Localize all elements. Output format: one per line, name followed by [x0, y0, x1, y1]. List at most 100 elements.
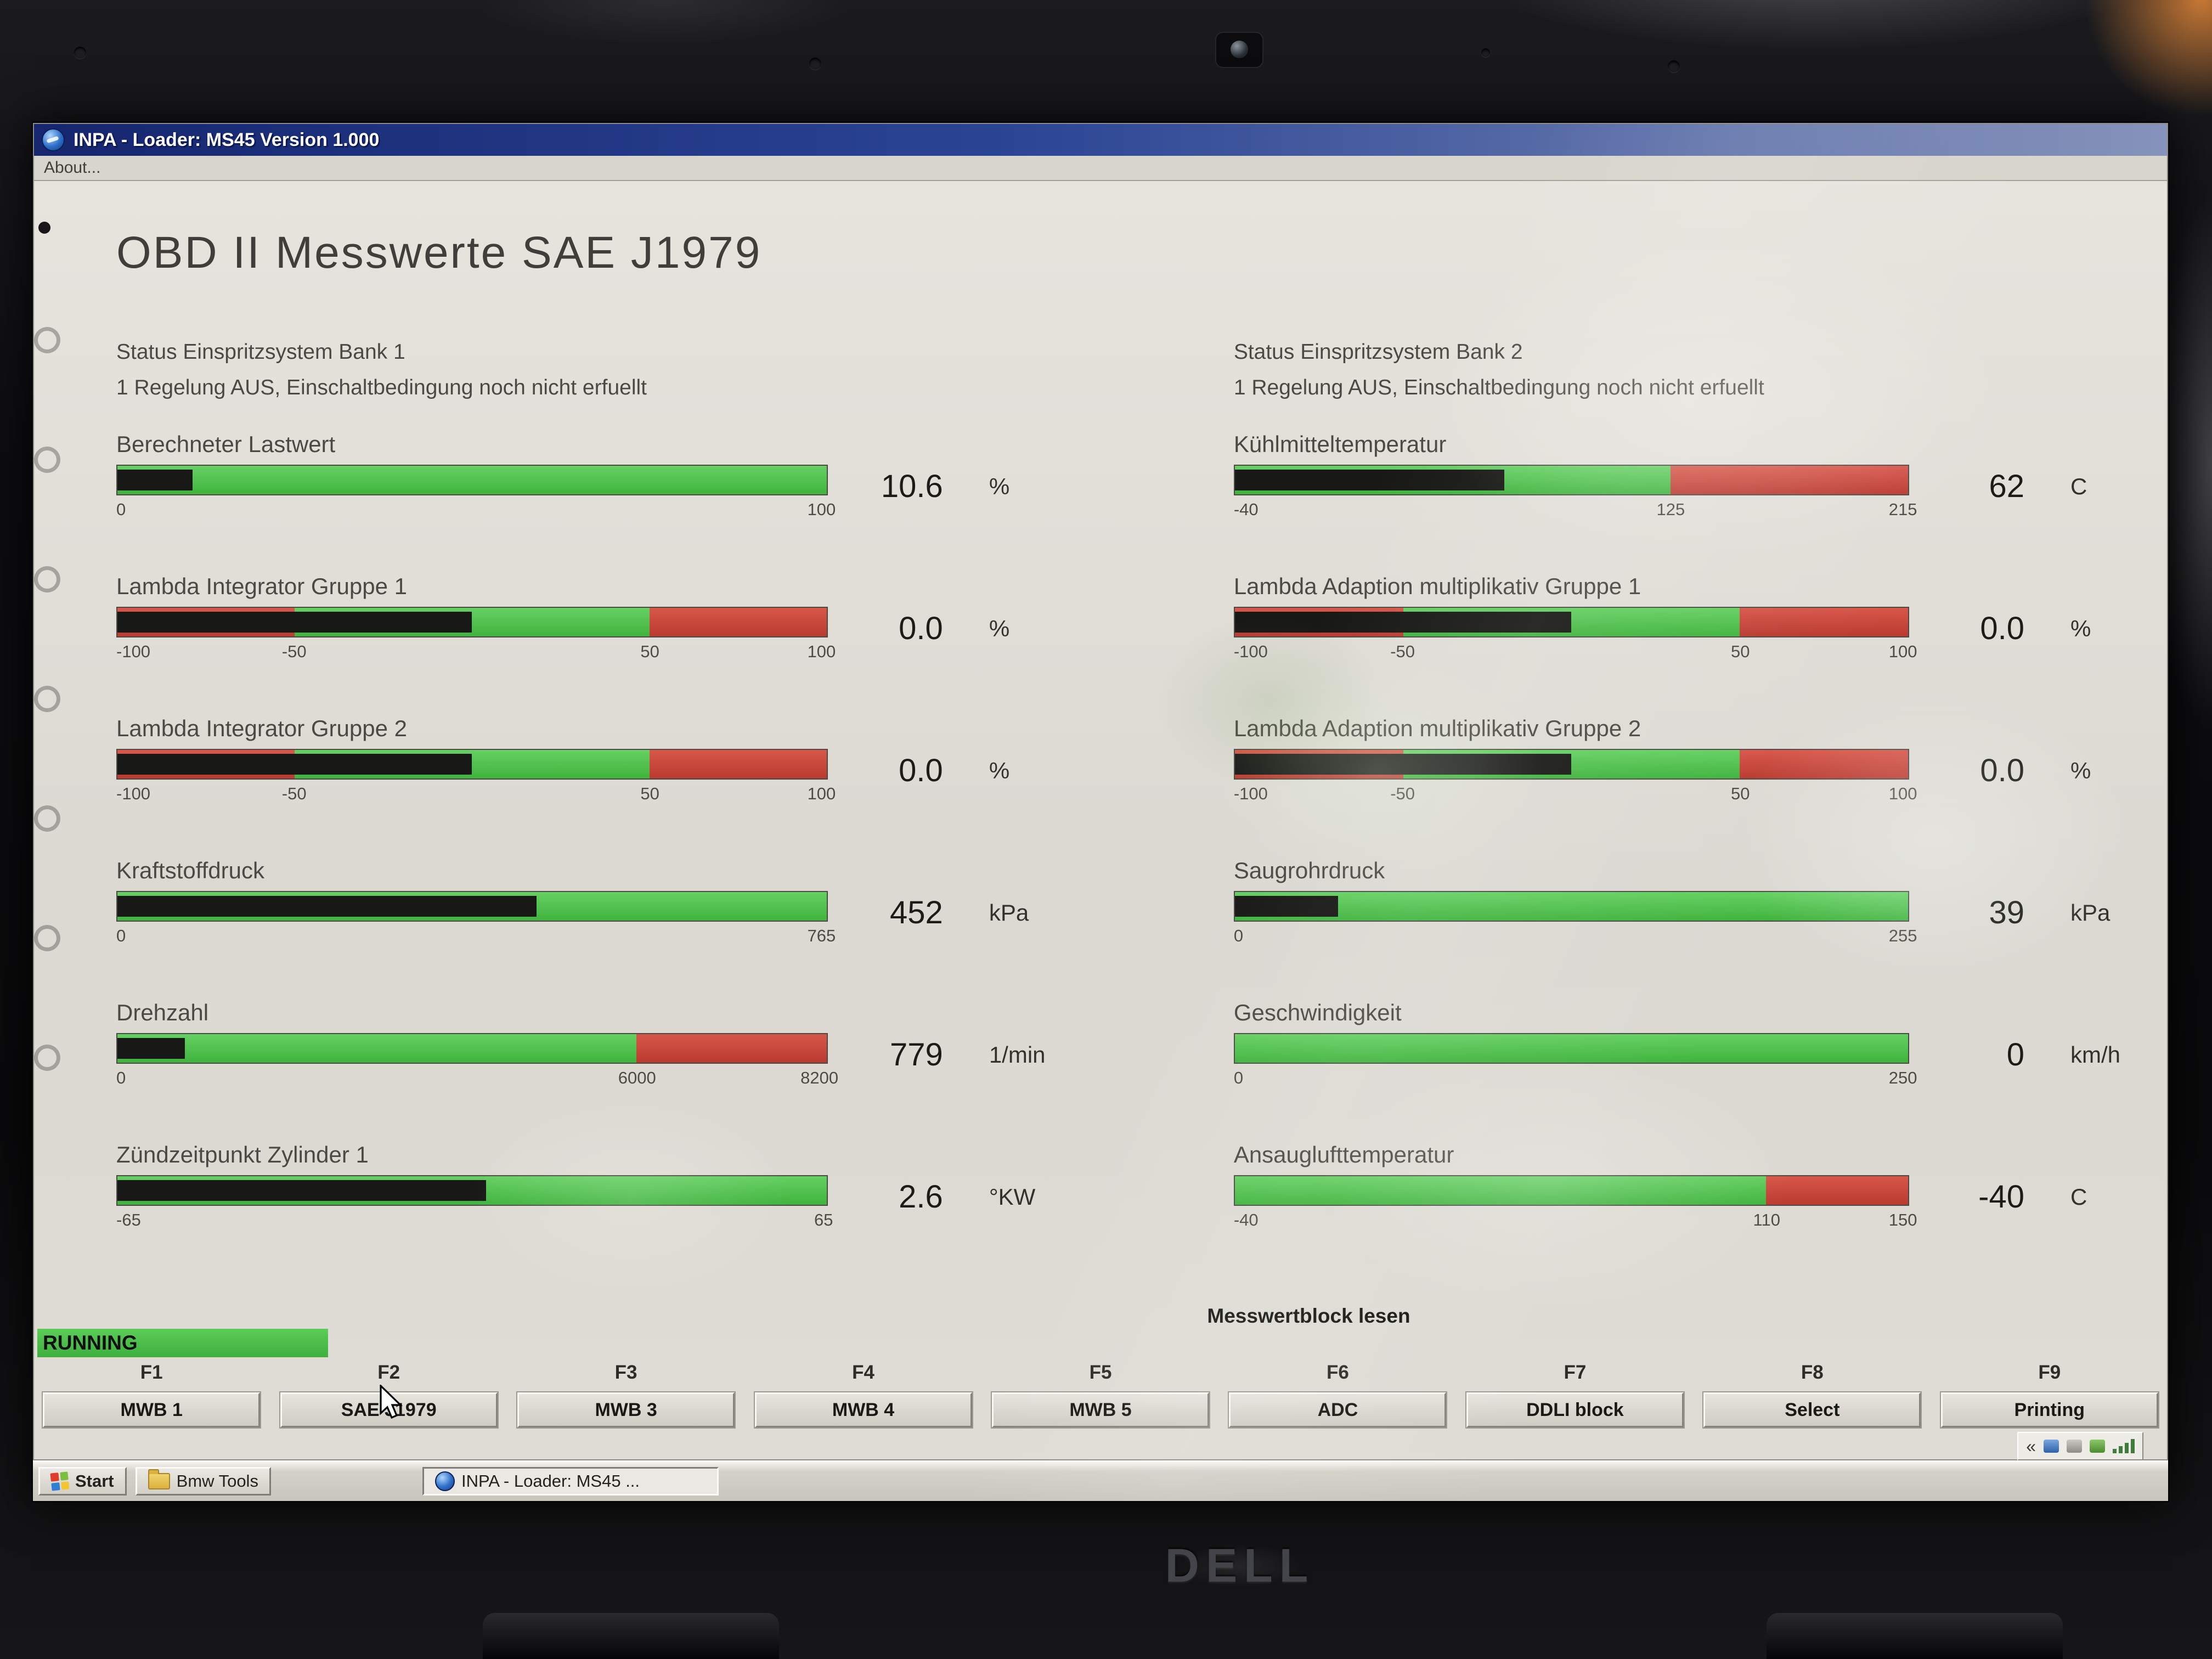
- gauge-row: Geschwindigkeit 0 km/h 0 250: [1233, 1000, 2134, 1087]
- device-tray-icon[interactable]: [2067, 1440, 2082, 1453]
- fkey-label: F3: [614, 1362, 637, 1383]
- tray-chevron-icon[interactable]: «: [2026, 1436, 2036, 1456]
- status-bank2: Status Einspritzsystem Bank 2 1 Regelung…: [1234, 341, 2134, 398]
- gauge-zone-red: [649, 750, 827, 778]
- gauge-unit: kPa: [2070, 900, 2111, 926]
- fkey-button[interactable]: MWB 1: [43, 1392, 261, 1427]
- gauge-zone-red: [1670, 466, 1908, 494]
- gauge-label: Lambda Integrator Gruppe 1: [116, 573, 408, 599]
- gauge-tick: 0: [116, 926, 126, 945]
- windows-flag-icon: [50, 1471, 70, 1491]
- fkey-button[interactable]: SAE J1979: [280, 1392, 498, 1427]
- gauge-tick: 255: [1888, 926, 1917, 945]
- function-key-area: Messwertblock lesen RUNNING F1 MWB 1 F2 …: [34, 1305, 2167, 1459]
- gauge-tick: 0: [116, 500, 126, 519]
- fkey-button[interactable]: Printing: [1940, 1392, 2158, 1427]
- gauge-bar: [116, 1175, 828, 1206]
- gauge-row: Zündzeitpunkt Zylinder 1 2.6 °KW -65 65: [116, 1142, 1053, 1229]
- window-titlebar[interactable]: INPA - Loader: MS45 Version 1.000: [34, 124, 2167, 156]
- display-tray-icon[interactable]: [2044, 1440, 2059, 1453]
- fkey-cell: F1 MWB 1: [38, 1362, 264, 1427]
- gauge-tick: 100: [1888, 784, 1917, 803]
- gauge-label: Lambda Adaption multiplikativ Gruppe 2: [1233, 715, 1641, 741]
- gauge-row: Kühlmitteltemperatur 62 C -40 125 215: [1233, 431, 2134, 519]
- gauge-ticks: -100 -50 50 100: [116, 780, 836, 803]
- signal-bars-icon[interactable]: [2113, 1439, 2135, 1453]
- gauge-bar: [1233, 607, 1909, 637]
- gauge-unit: %: [989, 758, 1010, 783]
- fkey-cell: F8 Select: [1699, 1362, 1925, 1427]
- gauge-label: Drehzahl: [116, 1000, 209, 1025]
- start-button[interactable]: Start: [38, 1467, 127, 1496]
- bezel-screw: [809, 58, 821, 70]
- gauge-body: 0.0 % -100 -50 50 100: [116, 607, 1053, 661]
- gauge-value: 452: [890, 895, 943, 930]
- gauge-tick: -100: [1233, 642, 1268, 661]
- gauge-tick: 0: [1233, 926, 1244, 945]
- window-title: INPA - Loader: MS45 Version 1.000: [74, 129, 380, 150]
- gauge-tick: 100: [807, 500, 836, 519]
- gauge-ticks: -100 -50 50 100: [1234, 780, 1917, 803]
- status-bank1-line2: 1 Regelung AUS, Einschaltbedingung noch …: [116, 376, 647, 399]
- gauge-tick: -50: [1390, 642, 1415, 661]
- status-bank2-line2: 1 Regelung AUS, Einschaltbedingung noch …: [1233, 376, 1764, 399]
- gauge-unit: %: [2070, 758, 2091, 783]
- menu-about[interactable]: About...: [44, 159, 101, 177]
- fkey-label: F4: [852, 1362, 874, 1383]
- gauge-ticks: -100 -50 50 100: [1233, 637, 1917, 661]
- inpa-task-button[interactable]: INPA - Loader: MS45 ...: [422, 1467, 719, 1496]
- gauge-label: Kühlmitteltemperatur: [1233, 431, 1447, 457]
- gauge-tick: 6000: [618, 1068, 656, 1087]
- gauge-unit: C: [2070, 1184, 2087, 1210]
- gauge-label: Kraftstoffdruck: [116, 857, 265, 883]
- fkey-button[interactable]: MWB 5: [992, 1392, 1209, 1427]
- gauge-zone-green: [1234, 1176, 1767, 1205]
- fkey-cell: F6 ADC: [1224, 1362, 1451, 1427]
- gauge-bar: [116, 1033, 828, 1064]
- gauge-tick: -65: [116, 1210, 141, 1229]
- gauge-value: 0: [2006, 1037, 2024, 1073]
- right-column: Status Einspritzsystem Bank 2 1 Regelung…: [1233, 341, 2134, 1284]
- gauge-bar: [1233, 1175, 1909, 1206]
- gauge-tick: 125: [1656, 500, 1685, 519]
- fkey-button[interactable]: Select: [1703, 1392, 1921, 1427]
- gauge-fill: [117, 612, 472, 633]
- gauge-tick: 110: [1753, 1210, 1780, 1229]
- gauge-tick: 50: [640, 642, 659, 661]
- gauge-row: Ansauglufttemperatur -40 C -40 110 150: [1233, 1142, 2134, 1229]
- fkey-cell: F4 MWB 4: [750, 1362, 976, 1427]
- fkey-button[interactable]: DDLI block: [1466, 1392, 1684, 1427]
- gauge-body: -40 C -40 110 150: [1233, 1175, 2134, 1229]
- gauge-unit: C: [2070, 473, 2087, 499]
- gauge-ticks: 0 765: [116, 922, 836, 945]
- gauge-value: -40: [1978, 1179, 2024, 1215]
- gauge-label: Lambda Adaption multiplikativ Gruppe 1: [1233, 573, 1641, 599]
- bmw-tools-button[interactable]: Bmw Tools: [135, 1467, 271, 1496]
- gauge-tick: 150: [1888, 1210, 1917, 1229]
- gauge-fill: [117, 1180, 487, 1201]
- gauge-bar: [116, 607, 828, 637]
- gauge-tick: 50: [1730, 784, 1750, 803]
- system-tray: «: [2017, 1432, 2143, 1460]
- gauge-value: 779: [890, 1037, 943, 1073]
- fkey-button[interactable]: ADC: [1229, 1392, 1447, 1427]
- gauge-unit: kPa: [989, 900, 1029, 926]
- gauge-value: 0.0: [899, 753, 943, 788]
- gauge-zone-green: [117, 1034, 637, 1063]
- fkey-button[interactable]: MWB 4: [754, 1392, 972, 1427]
- gauge-ticks: -100 -50 50 100: [116, 637, 836, 661]
- status-bank1-line1: Status Einspritzsystem Bank 1: [116, 340, 405, 364]
- fkey-button[interactable]: MWB 3: [517, 1392, 735, 1427]
- gauge-body: 0.0 % -100 -50 50 100: [1233, 749, 2134, 803]
- gauge-bar: [116, 749, 828, 780]
- fkey-label: F9: [2038, 1362, 2061, 1383]
- running-status-bar: RUNNING: [37, 1329, 328, 1357]
- left-gauge-list: Berechneter Lastwert 10.6 % 0 100 Lambda …: [116, 431, 1053, 1229]
- volume-tray-icon[interactable]: [2090, 1440, 2105, 1453]
- gauge-unit: %: [989, 616, 1010, 641]
- gauge-ticks: 0 255: [1233, 922, 1917, 945]
- gauge-tick: 50: [1730, 642, 1750, 661]
- fkey-label: F2: [377, 1362, 400, 1383]
- webcam-lens: [1231, 41, 1248, 58]
- gauge-bar: [1233, 749, 1909, 780]
